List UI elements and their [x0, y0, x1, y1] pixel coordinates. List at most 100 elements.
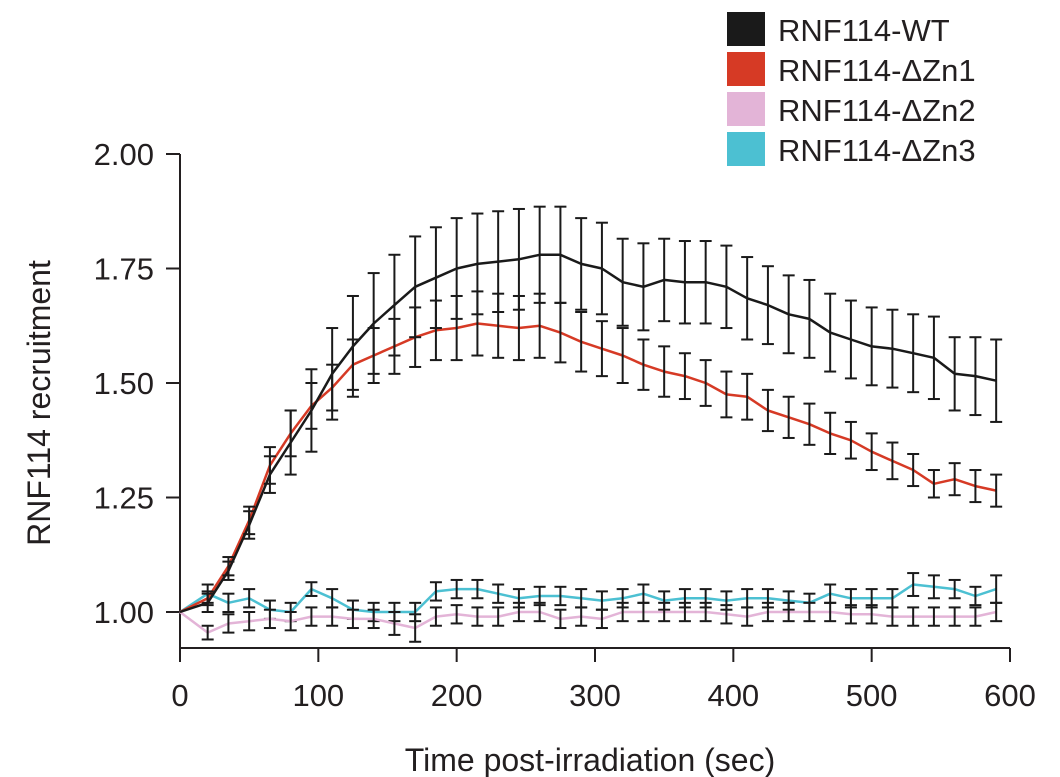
error-bar: [616, 327, 629, 384]
error-bar: [990, 473, 1003, 508]
legend-swatch: [727, 92, 765, 126]
error-bar: [720, 604, 733, 625]
error-bar: [222, 592, 235, 613]
error-bar: [450, 217, 463, 320]
error-bar: [761, 601, 774, 623]
error-bar: [554, 585, 567, 607]
error-bar: [346, 608, 359, 630]
error-bar: [429, 581, 442, 602]
error-bar: [243, 588, 256, 609]
error-bar: [907, 572, 920, 597]
error-bar: [284, 409, 297, 476]
error-bar: [409, 613, 422, 643]
plot-area: [179, 205, 1003, 643]
error-bar: [346, 294, 359, 398]
series-rnf114-zn1: [179, 290, 1003, 614]
error-bar: [595, 221, 608, 316]
error-bar: [803, 402, 816, 446]
error-bar: [969, 606, 982, 627]
error-bar: [222, 613, 235, 634]
error-bar: [554, 205, 567, 304]
error-bar: [969, 585, 982, 607]
error-bar: [554, 301, 567, 364]
y-tick-label: 2.00: [94, 137, 154, 172]
error-bar: [658, 237, 671, 323]
error-bar: [305, 606, 318, 627]
error-bar: [927, 574, 940, 600]
error-bar: [907, 313, 920, 394]
error-bar: [782, 601, 795, 623]
error-bar: [450, 578, 463, 600]
error-bar: [886, 308, 899, 389]
error-bar: [492, 210, 505, 314]
error-bar: [450, 604, 463, 625]
error-bar: [990, 338, 1003, 423]
error-bar: [824, 292, 837, 373]
x-tick-label: 200: [431, 678, 483, 713]
error-bar: [699, 601, 712, 623]
y-tick-label: 1.00: [94, 595, 154, 630]
error-bar: [886, 606, 899, 627]
error-bar: [844, 604, 857, 625]
x-axis-title: Time post-irradiation (sec): [405, 742, 775, 777]
error-bar: [678, 240, 691, 325]
error-bar: [678, 601, 691, 623]
error-bar: [699, 240, 712, 325]
x-tick-label: 100: [292, 678, 344, 713]
error-bar: [409, 235, 422, 339]
legend-item: RNF114-ΔZn1: [727, 52, 976, 88]
series-rnf114-zn2: [179, 601, 1003, 643]
error-bar: [907, 452, 920, 488]
legend-swatch: [727, 132, 765, 166]
error-bar: [388, 611, 401, 636]
error-bar: [471, 606, 484, 627]
error-bar: [741, 256, 754, 341]
error-bar: [782, 395, 795, 439]
error-bar: [637, 242, 650, 332]
error-bar: [201, 624, 214, 641]
error-bar: [741, 372, 754, 421]
series-line: [179, 610, 997, 634]
y-tick-label: 1.75: [94, 252, 154, 287]
error-bar: [761, 265, 774, 346]
error-bar: [990, 601, 1003, 623]
series-line: [179, 253, 997, 614]
error-bar: [678, 352, 691, 401]
x-tick-label: 300: [569, 678, 621, 713]
error-bar: [948, 336, 961, 412]
axes: 1.00 1.25 1.50 1.75 2.00 0 100 200 300 400 500 600: [94, 137, 1036, 713]
error-bar: [616, 601, 629, 623]
error-bar: [658, 601, 671, 623]
y-tick-label: 1.50: [94, 366, 154, 401]
error-bar: [492, 606, 505, 627]
error-bar: [969, 336, 982, 417]
error-bar: [907, 606, 920, 627]
error-bar: [243, 611, 256, 632]
error-bar: [803, 278, 816, 359]
error-bar: [720, 244, 733, 330]
error-bar: [616, 237, 629, 327]
error-bar: [948, 578, 961, 600]
error-bar: [326, 606, 339, 627]
error-bar: [886, 441, 899, 481]
error-bar: [844, 420, 857, 460]
legend-label: RNF114-ΔZn3: [778, 133, 976, 168]
error-bar: [429, 606, 442, 627]
error-bar: [637, 338, 650, 391]
error-bar: [948, 462, 961, 497]
error-bar: [927, 606, 940, 627]
error-bar: [243, 510, 256, 540]
error-bar: [512, 207, 525, 311]
error-bar: [367, 272, 380, 375]
error-bar: [471, 212, 484, 316]
error-bar: [782, 274, 795, 355]
error-bar: [803, 601, 816, 623]
error-bar: [575, 606, 588, 627]
x-tick-label: 500: [846, 678, 898, 713]
error-bar: [824, 601, 837, 623]
legend-label: RNF114-WT: [778, 13, 950, 48]
y-axis-title: RNF114 recruitment: [21, 260, 57, 546]
error-bar: [492, 583, 505, 604]
error-bar: [305, 368, 318, 453]
error-bar: [990, 574, 1003, 604]
